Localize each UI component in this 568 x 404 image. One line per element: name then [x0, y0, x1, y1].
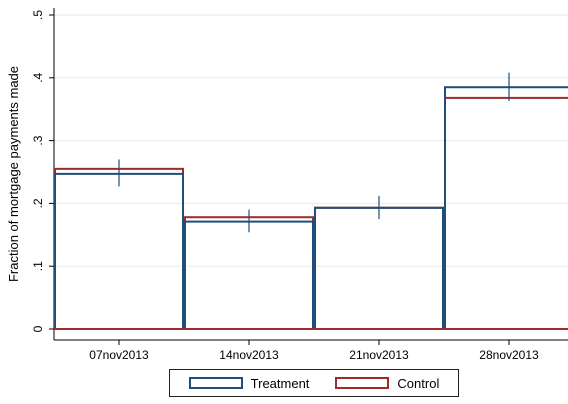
error-bars — [118, 72, 510, 233]
y-tick-label: .2 — [31, 198, 45, 208]
y-tick-label: 0 — [31, 325, 45, 332]
y-axis-label: Fraction of mortgage payments made — [6, 66, 21, 282]
x-tick-label: 07nov2013 — [89, 348, 149, 362]
y-tick-label: .5 — [31, 10, 45, 20]
legend-label-treatment: Treatment — [250, 375, 310, 391]
legend-item-control: Control — [335, 376, 439, 391]
legend: Treatment Control — [169, 369, 459, 397]
legend-item-treatment: Treatment — [188, 375, 310, 391]
y-tick-label: .1 — [31, 261, 45, 271]
legend-swatch-control — [335, 377, 390, 389]
gridlines — [54, 14, 568, 267]
legend-swatch-treatment — [188, 377, 243, 389]
y-tick-label: .4 — [31, 72, 45, 82]
x-tick-label: 14nov2013 — [219, 348, 279, 362]
x-axis-ticks: 07nov2013 14nov2013 21nov2013 28nov2013 — [89, 340, 539, 362]
x-tick-label: 28nov2013 — [479, 348, 539, 362]
y-axis-ticks: 0 .1 .2 .3 .4 .5 — [31, 10, 54, 332]
x-tick-label: 21nov2013 — [349, 348, 409, 362]
legend-label-control: Control — [397, 375, 440, 391]
y-tick-label: .3 — [31, 135, 45, 145]
